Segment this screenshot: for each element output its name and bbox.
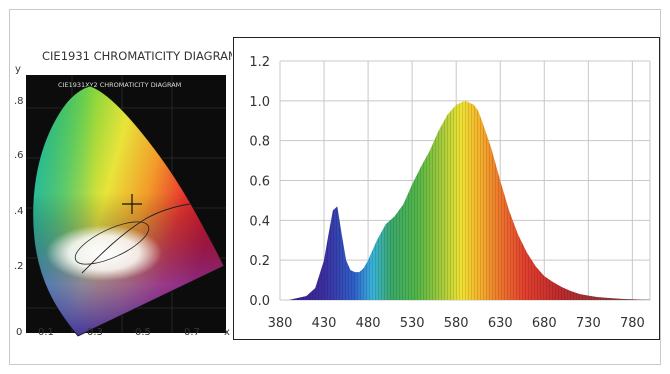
spectral-distribution-chart: 0.0 0.2 0.4 0.6 0.8 1.0 1.2 380 430 480 530 580 630… (233, 37, 660, 340)
spd-curve-texture (280, 100, 650, 300)
spd-y-axis-ticks: 0.0 0.2 0.4 0.6 0.8 1.0 1.2 (249, 55, 270, 309)
cie-x-tick: 0.7 (184, 327, 200, 338)
spd-x-axis-ticks: 380 430 480 530 580 630 680 730 780 (268, 316, 645, 331)
cie-x-axis-label: x (224, 327, 230, 338)
spd-x-tick-label: 430 (312, 316, 337, 331)
cie-y-tick: .8 (14, 96, 24, 107)
cie-inner-title: CIE1931XY2 CHROMATICITY DIAGRAM (58, 81, 181, 89)
cie-y-tick: .2 (14, 261, 24, 272)
cie-planckian-locus (81, 203, 191, 274)
spd-x-tick-label: 680 (532, 316, 557, 331)
spd-y-tick-label: 0.6 (249, 175, 270, 190)
spd-y-tick-label: 1.0 (249, 95, 270, 110)
spd-x-tick-label: 780 (620, 316, 645, 331)
cie-y-axis-label: y (15, 64, 21, 75)
spd-y-tick-label: 0.4 (249, 214, 270, 229)
cie-x-tick: 0.1 (38, 327, 54, 338)
spd-y-tick-label: 0.2 (249, 254, 270, 269)
cie-x-tick: 0.5 (135, 327, 151, 338)
spd-x-tick-label: 580 (444, 316, 469, 331)
spd-y-tick-label: 0.0 (249, 294, 270, 309)
cie-marker (122, 194, 142, 214)
cie-y-tick: .6 (14, 150, 24, 161)
spd-x-tick-label: 630 (488, 316, 513, 331)
cie-gamut-outline (32, 85, 225, 337)
cie-y-tick: .4 (14, 206, 24, 217)
spd-x-tick-label: 730 (576, 316, 601, 331)
cie-x-ticks: 0 0.1 0.3 0.5 0.7 (16, 327, 200, 338)
spd-y-tick-label: 1.2 (249, 55, 270, 70)
cie-ellipse (74, 221, 150, 265)
cie-chromaticity-chart: CIE1931 CHROMATICITY DIAGRAM y CIE1931XY… (12, 38, 238, 340)
spd-x-tick-label: 480 (356, 316, 381, 331)
cie-title: CIE1931 CHROMATICITY DIAGRAM (42, 49, 232, 63)
spd-x-tick-label: 380 (268, 316, 293, 331)
spd-y-tick-label: 0.8 (249, 135, 270, 150)
spd-area (280, 100, 650, 300)
cie-x-tick: 0.3 (87, 327, 103, 338)
spd-x-tick-label: 530 (400, 316, 425, 331)
cie-x-tick: 0 (16, 327, 22, 338)
cie-y-ticks: .8 .6 .4 .2 (14, 96, 24, 272)
